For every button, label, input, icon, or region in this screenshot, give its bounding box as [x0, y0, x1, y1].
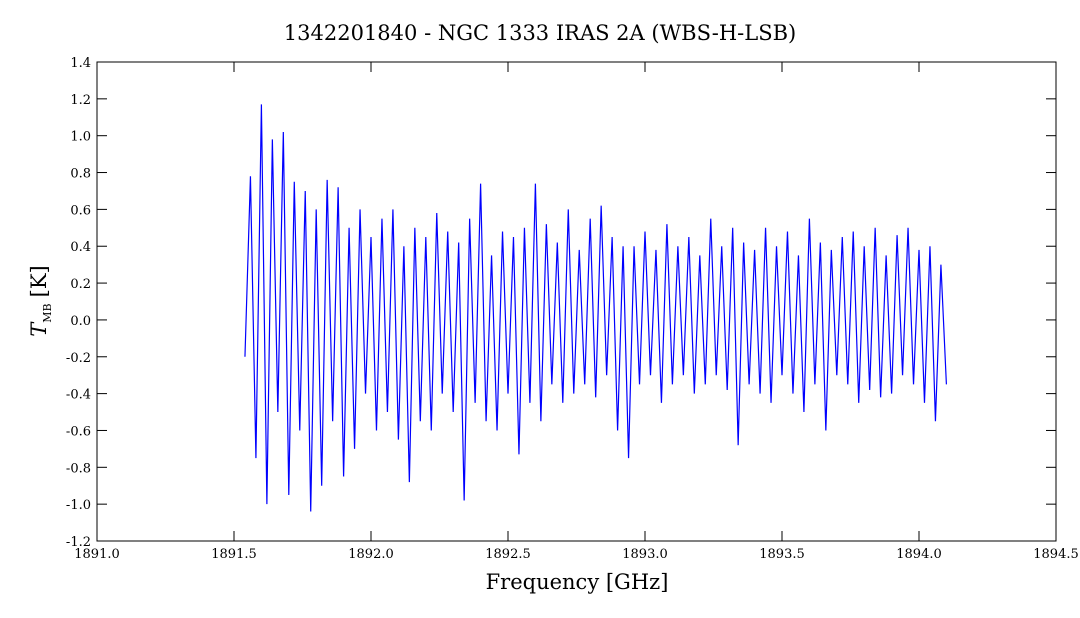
y-label-unit: [K] [27, 265, 51, 297]
y-tick-label: -1.2 [66, 535, 91, 550]
x-tick-label: 1892.5 [485, 547, 531, 562]
y-tick-label: -0.4 [66, 388, 91, 403]
x-tick-label: 1894.0 [896, 547, 942, 562]
y-tick-label: -0.8 [66, 461, 91, 476]
plot-area [244, 104, 947, 512]
plot-frame [96, 61, 1057, 542]
y-tick-label: 0.4 [70, 240, 91, 255]
y-tick-label: -0.6 [66, 424, 91, 439]
y-tick-label: 0.2 [70, 277, 91, 292]
x-axis-label: Frequency [GHz] [486, 570, 669, 594]
y-label-symbol: T [27, 321, 51, 337]
x-tick-label: 1894.5 [1033, 547, 1079, 562]
y-axis-label: TMB [K] [27, 265, 54, 336]
y-tick-label: 1.4 [70, 56, 91, 71]
x-tick-label: 1893.5 [759, 547, 805, 562]
y-tick-label: -0.2 [66, 351, 91, 366]
y-label-subscript: MB [41, 303, 54, 322]
y-tick-label: -1.0 [66, 498, 91, 513]
x-tick-label: 1891.0 [74, 547, 120, 562]
spectrum-line [244, 104, 947, 512]
x-tick-label: 1892.0 [348, 547, 394, 562]
x-tick-label: 1891.5 [211, 547, 257, 562]
y-tick-label: 1.0 [70, 130, 91, 145]
y-tick-label: 1.2 [70, 93, 91, 108]
x-tick-label: 1893.0 [622, 547, 668, 562]
chart-title: 1342201840 - NGC 1333 IRAS 2A (WBS-H-LSB… [284, 21, 796, 45]
y-tick-label: 0.0 [70, 314, 91, 329]
y-tick-label: 0.6 [70, 203, 91, 218]
y-tick-label: 0.8 [70, 167, 91, 182]
